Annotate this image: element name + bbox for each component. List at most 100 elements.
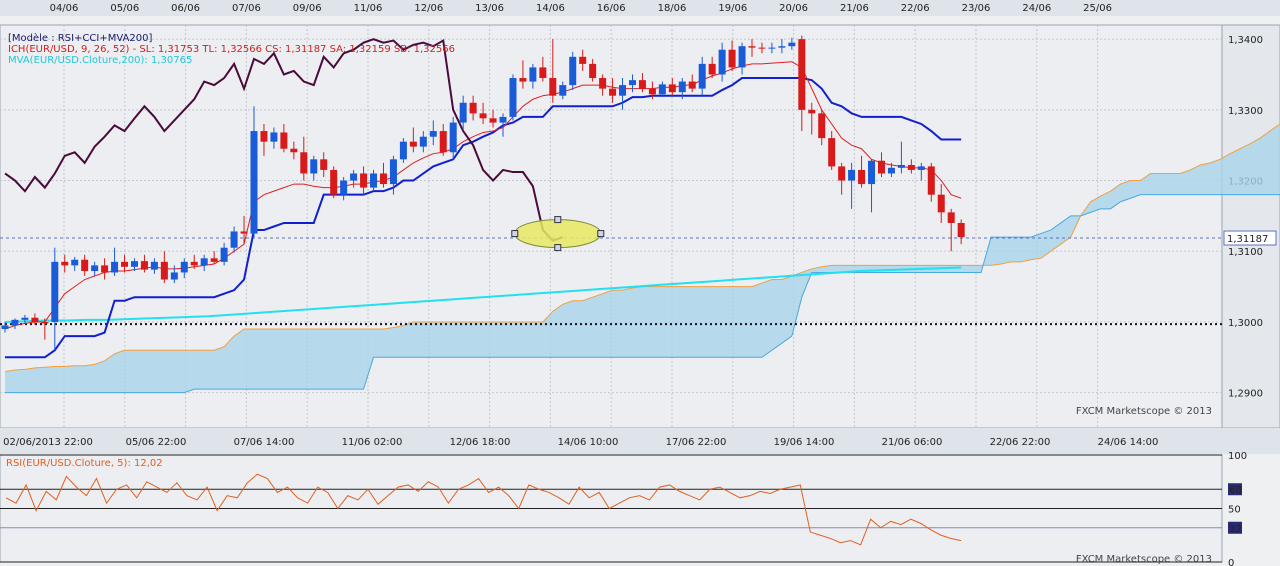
- annotation-handle: [597, 230, 605, 238]
- candle-body: [300, 152, 308, 174]
- top-date-label: 19/06: [718, 3, 747, 14]
- rsi-level-box: [1228, 521, 1242, 534]
- mva200-line: [4, 266, 962, 323]
- rsi-level-label: 50: [1228, 505, 1241, 516]
- candle-body: [838, 166, 846, 181]
- candle-body: [31, 317, 39, 322]
- candle-body: [678, 81, 686, 93]
- top-date-label: 20/06: [779, 3, 808, 14]
- bottom-date-label: 05/06 22:00: [126, 437, 187, 448]
- candle-body: [499, 116, 507, 123]
- candle-body: [310, 159, 318, 174]
- candle-body: [907, 164, 915, 170]
- candle-body: [81, 259, 89, 272]
- candle-body: [927, 166, 935, 195]
- bottom-date-label: 02/06/2013 22:00: [3, 437, 93, 448]
- candle-body: [150, 261, 158, 270]
- rsi-line: [5, 473, 962, 546]
- candle-body: [360, 173, 368, 188]
- candle-body: [459, 102, 467, 123]
- top-date-label: 07/06: [232, 3, 261, 14]
- candle-body: [200, 258, 208, 266]
- top-date-label: 18/06: [658, 3, 687, 14]
- y-tick-label: 1,3100: [1228, 247, 1263, 258]
- candle-body: [260, 131, 268, 142]
- candle-body: [628, 80, 636, 86]
- candle-body: [519, 78, 527, 82]
- annotation-handle: [554, 244, 562, 252]
- candle-body: [409, 141, 417, 147]
- candle-body: [619, 85, 627, 96]
- candle-body: [917, 166, 925, 170]
- candle-body: [688, 81, 696, 89]
- chikou-span-line: [4, 38, 564, 242]
- candle-body: [758, 47, 766, 49]
- candle-body: [957, 222, 965, 238]
- candle-body: [539, 67, 547, 79]
- legend-line-ichimoku: ICH(EUR/USD, 9, 26, 52) - SL: 1,31753 TL…: [8, 44, 455, 55]
- candle-body: [399, 141, 407, 160]
- candle-body: [439, 131, 447, 153]
- candle-body: [350, 173, 358, 181]
- top-date-label: 25/06: [1083, 3, 1112, 14]
- y-tick-label: 1,3300: [1228, 106, 1263, 117]
- candle-body: [738, 46, 746, 68]
- candle-body: [828, 138, 836, 167]
- candle-body: [648, 88, 656, 95]
- candle-body: [140, 261, 148, 270]
- bottom-date-label: 17/06 22:00: [666, 437, 727, 448]
- candle-body: [658, 84, 666, 95]
- candle-body: [210, 258, 218, 262]
- candle-body: [798, 39, 806, 110]
- candle-body: [868, 160, 876, 185]
- y-tick-label: 1,2900: [1228, 389, 1263, 400]
- candle-body: [728, 49, 736, 68]
- candle-body: [230, 231, 238, 248]
- candle-body: [479, 113, 487, 119]
- annotation-handle: [554, 216, 562, 224]
- candle-body: [340, 180, 348, 195]
- top-date-label: 05/06: [110, 3, 139, 14]
- senkou-span-a-line: [4, 123, 1280, 372]
- candle-body: [937, 194, 945, 213]
- candle-body: [389, 159, 397, 185]
- candle-body: [111, 261, 119, 273]
- candle-body: [250, 131, 258, 234]
- candle-body: [887, 167, 895, 174]
- candle-body: [130, 261, 138, 267]
- candle-body: [748, 46, 756, 48]
- candle-body: [469, 102, 477, 114]
- rsi-panel: 100 68 50 32 0: [0, 451, 1280, 566]
- top-date-label: 12/06: [414, 3, 443, 14]
- legend-line-mva: MVA(EUR/USD.Cloture,200): 1,30765: [8, 55, 192, 66]
- candle-body: [51, 261, 59, 322]
- candle-body: [280, 132, 288, 149]
- senkou-span-b-line: [5, 194, 1280, 394]
- candle-body: [180, 261, 188, 273]
- candle-body: [290, 148, 298, 153]
- top-date-label: 23/06: [962, 3, 991, 14]
- top-date-label: 14/06: [536, 3, 565, 14]
- rsi-level-label: 100: [1228, 451, 1247, 462]
- candle-body: [549, 78, 557, 96]
- bottom-date-label: 14/06 10:00: [558, 437, 619, 448]
- candle-body: [190, 261, 198, 266]
- candle-body: [858, 169, 866, 185]
- candle-body: [808, 109, 816, 114]
- candle-body: [579, 56, 587, 64]
- candle-body: [818, 113, 826, 139]
- candle-body: [121, 261, 129, 267]
- candle-body: [21, 317, 29, 320]
- candle-body: [848, 169, 856, 181]
- top-date-label: 22/06: [901, 3, 930, 14]
- candle-body: [569, 56, 577, 86]
- candle-body: [220, 247, 228, 262]
- candle-body: [449, 122, 457, 153]
- top-date-axis: [0, 0, 1280, 16]
- candle-body: [170, 272, 178, 280]
- candle-body: [91, 265, 99, 272]
- candle-body: [668, 84, 676, 93]
- candle-body: [330, 169, 338, 195]
